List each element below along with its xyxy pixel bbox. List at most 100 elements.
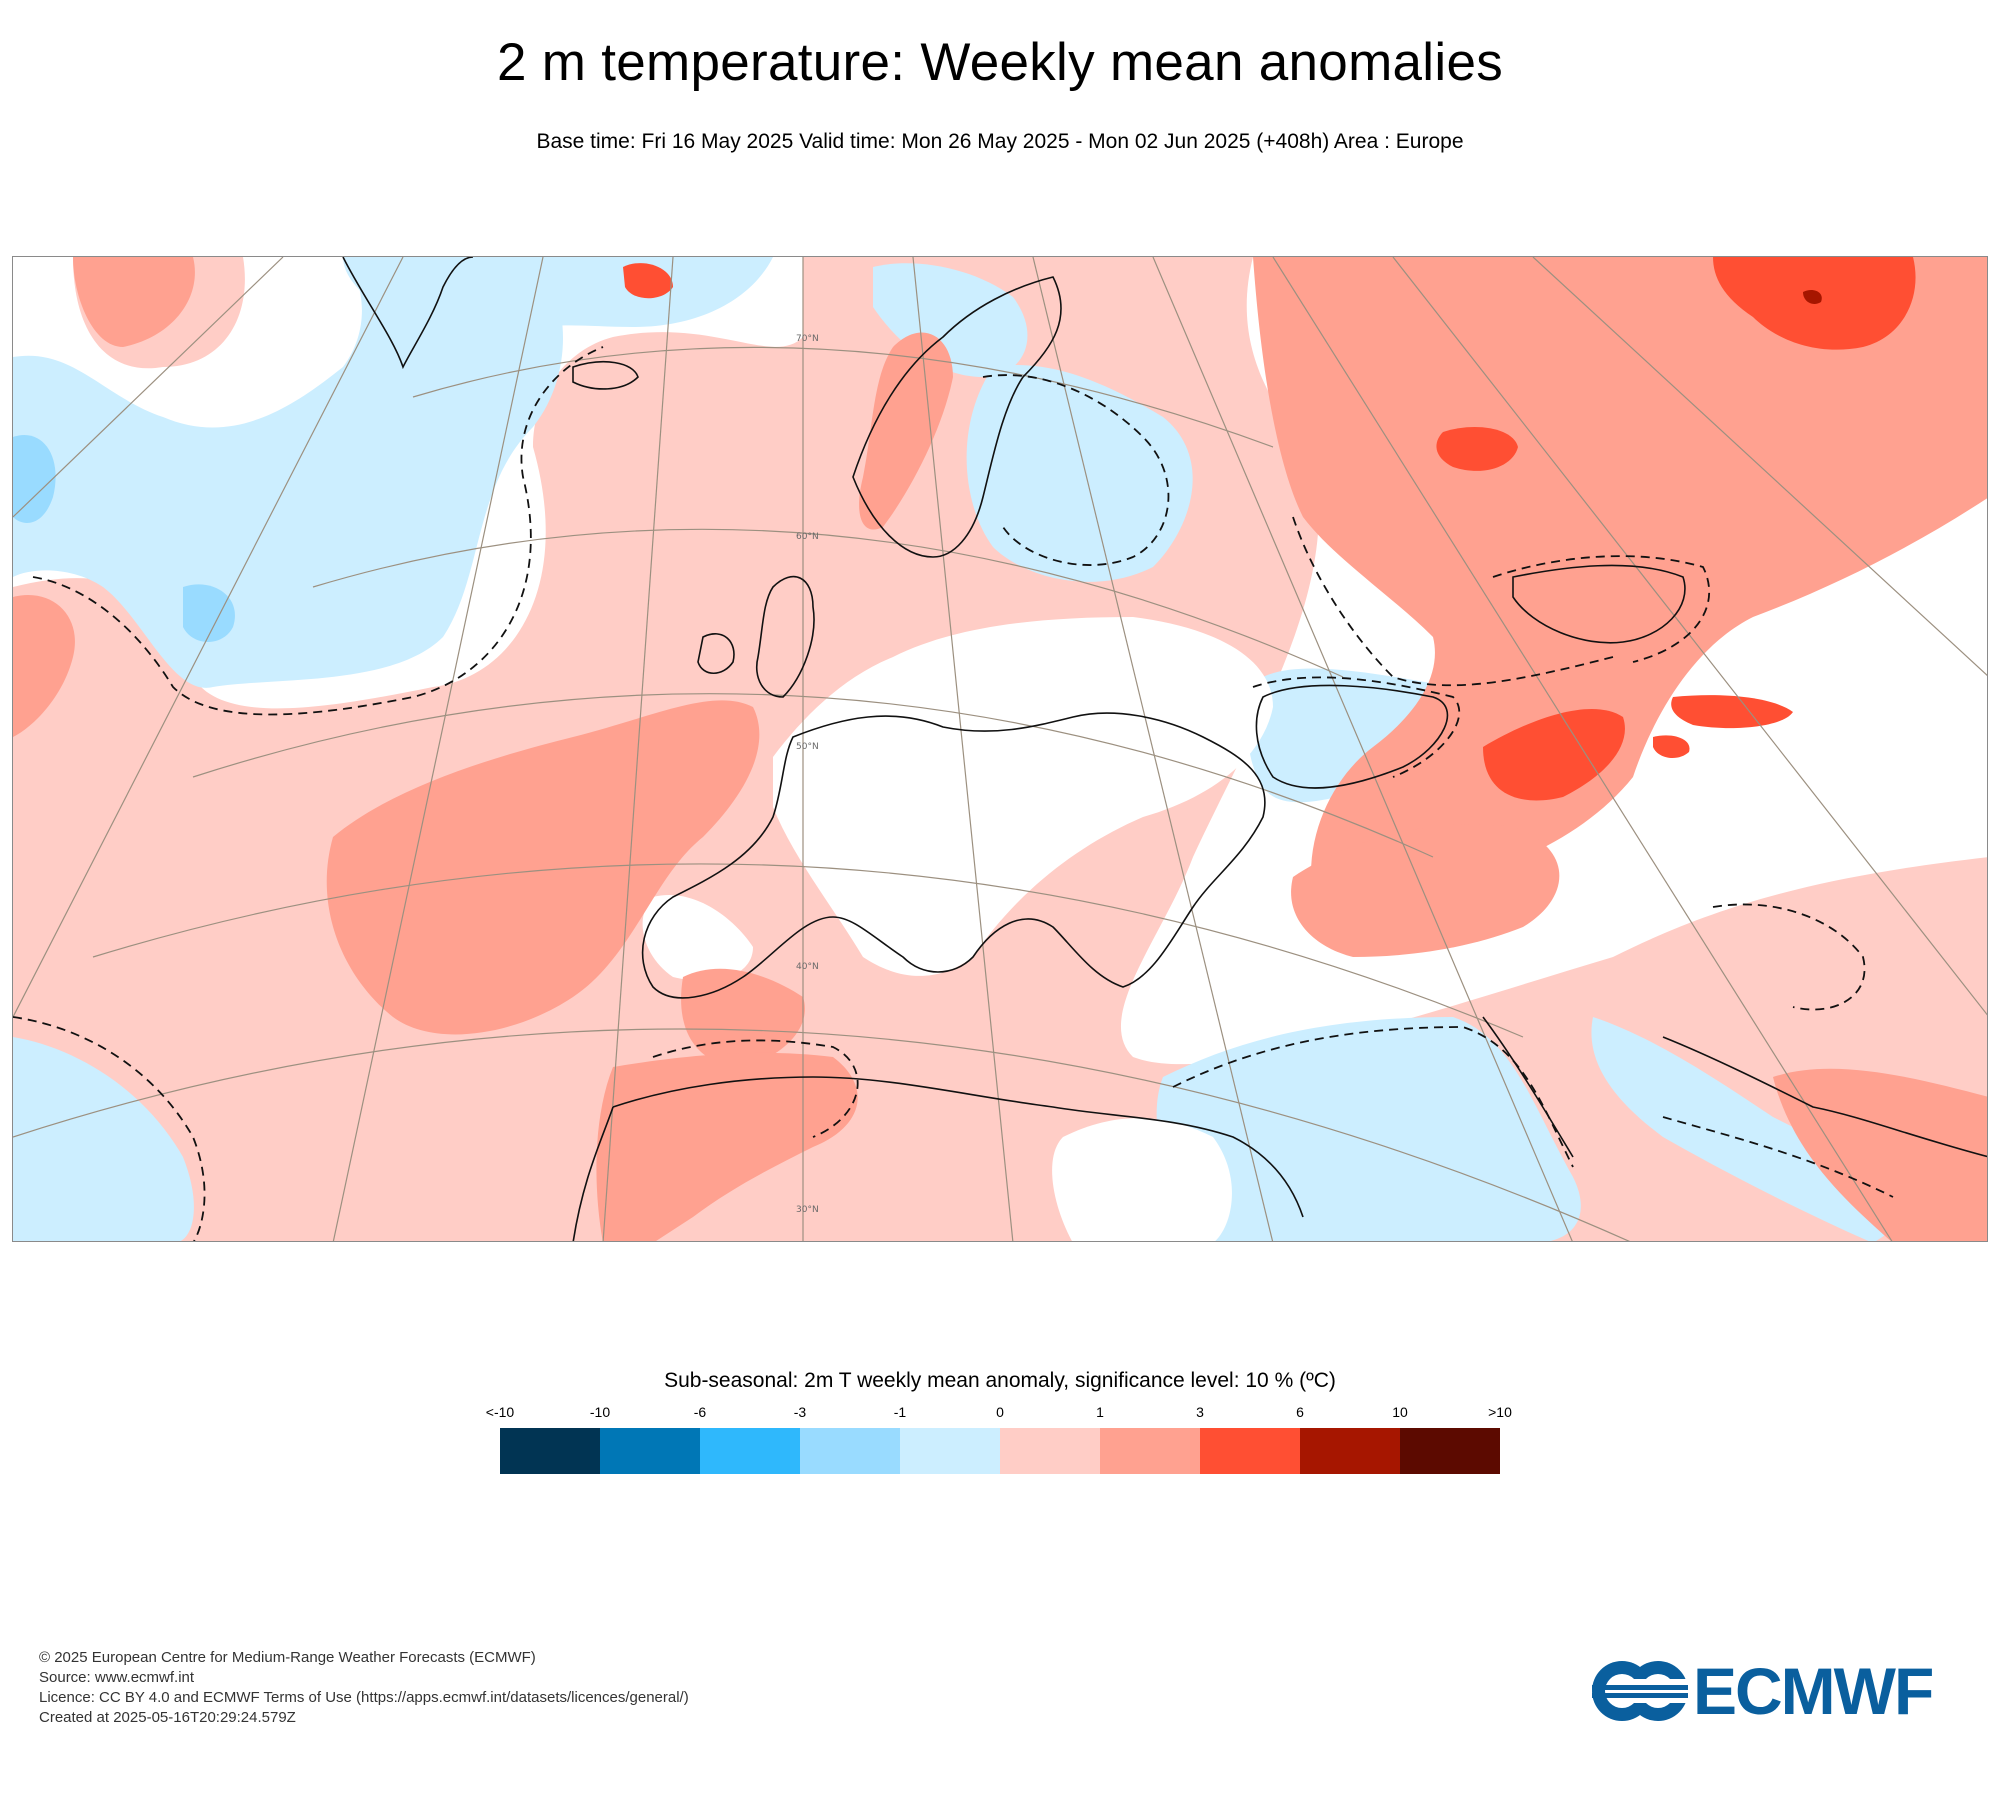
moderate-warm-atlantic xyxy=(326,700,760,1035)
cold-atlantic-core-2 xyxy=(183,584,235,642)
legend-tick: -10 xyxy=(589,1404,611,1420)
moderate-warm-russia xyxy=(1253,257,1987,906)
contour-sw xyxy=(13,1016,206,1241)
anomaly-fields xyxy=(13,257,1987,1241)
graticule xyxy=(13,257,1987,1241)
page-subtitle: Base time: Fri 16 May 2025 Valid time: M… xyxy=(536,130,1464,153)
cold-atlantic-core xyxy=(13,435,56,523)
legend-title: Sub-seasonal: 2m T weekly mean anomaly, … xyxy=(664,1369,1336,1392)
contour-nafrica xyxy=(652,1039,859,1138)
neutral-n-africa xyxy=(1052,1118,1232,1241)
coast-greenland xyxy=(342,257,474,370)
cold-middle-east xyxy=(1156,1017,1581,1241)
meridian-w20 xyxy=(332,257,544,1241)
latitude-labels: 70°N 60°N 50°N 40°N 30°N xyxy=(796,334,819,1215)
cold-scandinavia xyxy=(966,365,1193,582)
legend-tick: 1 xyxy=(1096,1404,1104,1420)
legend-tick: >10 xyxy=(1488,1404,1512,1420)
legend-swatch xyxy=(800,1428,900,1474)
footer-source: Source: www.ecmwf.int xyxy=(39,1669,195,1686)
coast-iceland xyxy=(572,361,639,390)
strong-warm-greenland-coast xyxy=(623,263,673,299)
coast-caspian xyxy=(1512,564,1686,644)
legend-swatch xyxy=(1000,1428,1100,1474)
legend-tick: <-10 xyxy=(485,1404,515,1420)
legend-swatch xyxy=(1300,1428,1400,1474)
cold-sw-ocean xyxy=(13,1037,194,1241)
legend-tick: -3 xyxy=(793,1404,807,1420)
legend-ticks: <-10 -10 -6 -3 -1 0 1 3 6 10 >10 xyxy=(0,1404,2000,1424)
moderate-warm-west-edge xyxy=(13,595,75,737)
meridian-w30 xyxy=(13,257,404,1018)
contour-atlantic xyxy=(32,346,604,716)
coast-scandinavia xyxy=(852,276,1062,558)
meridian-w10 xyxy=(602,257,674,1241)
ecmwf-logo-icon xyxy=(1592,1661,1692,1721)
contour-caspian xyxy=(1492,555,1711,663)
anomaly-map: 70°N 60°N 50°N 40°N 30°N xyxy=(12,256,1988,1242)
parallel-40 xyxy=(92,863,1524,1038)
meridian-e40 xyxy=(1272,257,1893,1241)
lat-label-30: 30°N xyxy=(796,1205,819,1215)
contour-se xyxy=(1662,1116,1894,1198)
footer-created: Created at 2025-05-16T20:29:24.579Z xyxy=(39,1709,296,1726)
ecmwf-logo-text: ECMWF xyxy=(1693,1654,1934,1728)
meridian-e60 xyxy=(1532,257,1987,676)
legend-swatch xyxy=(1100,1428,1200,1474)
coast-black-sea xyxy=(1255,684,1449,789)
meridian-w40 xyxy=(13,257,284,518)
contour-scandinavia xyxy=(982,374,1170,566)
coast-europe xyxy=(641,712,1266,999)
ecmwf-logo: ECMWF xyxy=(1588,1656,1968,1726)
contour-black-sea xyxy=(1252,676,1460,778)
meridian-e10 xyxy=(912,257,1014,1241)
legend-swatch xyxy=(700,1428,800,1474)
coast-persian-gulf xyxy=(1662,1036,1987,1158)
cold-arabia-strip xyxy=(1591,1017,1913,1241)
meridian-e20 xyxy=(1032,257,1274,1241)
parallel-50 xyxy=(192,693,1434,858)
legend-swatch xyxy=(500,1428,600,1474)
strong-warm-kazakh-2 xyxy=(1653,735,1690,759)
strong-warm-kazakh xyxy=(1671,695,1793,729)
page-title: 2 m temperature: Weekly mean anomalies xyxy=(496,33,1504,92)
legend-swatch xyxy=(1200,1428,1300,1474)
map-canvas: 70°N 60°N 50°N 40°N 30°N xyxy=(13,257,1987,1241)
contour-middle-east xyxy=(1172,1026,1574,1168)
footer-copyright: © 2025 European Centre for Medium-Range … xyxy=(39,1649,536,1666)
lat-label-70: 70°N xyxy=(796,334,819,344)
legend-tick: -6 xyxy=(693,1404,707,1420)
coast-west-africa xyxy=(572,1106,614,1241)
moderate-warm-anatolia xyxy=(1291,824,1560,957)
lat-label-60: 60°N xyxy=(796,532,819,542)
coast-red-sea xyxy=(1482,1016,1574,1158)
legend-tick: 10 xyxy=(1392,1404,1408,1420)
contour-russia xyxy=(1292,516,1614,687)
significance-contours xyxy=(13,346,1894,1241)
footer-credits: © 2025 European Centre for Medium-Range … xyxy=(39,1648,689,1728)
coast-north-africa xyxy=(612,1076,1304,1218)
moderate-warm-nw xyxy=(73,257,195,347)
legend-tick: 0 xyxy=(996,1404,1004,1420)
lat-label-40: 40°N xyxy=(796,962,819,972)
moderate-warm-nafrica xyxy=(596,1052,858,1241)
legend-tick: 3 xyxy=(1196,1404,1204,1420)
neutral-iberia-south xyxy=(642,895,753,981)
meridian-e50 xyxy=(1392,257,1987,1016)
neutral-central-europe xyxy=(773,617,1273,976)
moderate-warm-norway xyxy=(859,332,953,530)
parallel-70 xyxy=(412,346,1274,448)
legend-swatch xyxy=(900,1428,1000,1474)
cold-atlantic-region xyxy=(13,257,563,688)
footer-licence: Licence: CC BY 4.0 and ECMWF Terms of Us… xyxy=(39,1689,689,1706)
lat-label-50: 50°N xyxy=(796,742,819,752)
legend-swatch xyxy=(600,1428,700,1474)
parallel-30 xyxy=(13,1028,1630,1241)
legend-colorbar xyxy=(500,1428,1500,1474)
coastlines xyxy=(342,257,1987,1241)
parallel-60 xyxy=(312,528,1344,678)
contour-arabia xyxy=(1712,903,1866,1011)
legend-swatch xyxy=(1400,1428,1500,1474)
moderate-warm-se xyxy=(1773,1068,1987,1241)
dark-warm-spot xyxy=(1803,290,1822,304)
